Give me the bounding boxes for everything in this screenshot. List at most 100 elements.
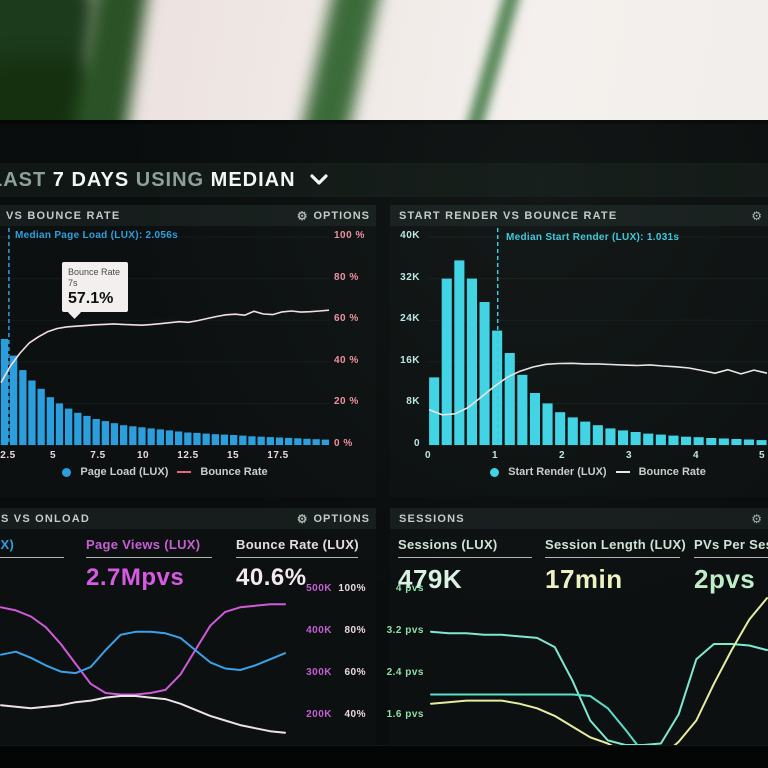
divider xyxy=(236,557,358,558)
tick-label: 4 pvs xyxy=(395,583,424,594)
stat-value: 40.6% xyxy=(236,564,307,591)
stat-label: Bounce Rate (LUX) xyxy=(236,537,359,552)
start-render-histogram-chart[interactable] xyxy=(428,228,768,446)
median-annotation: Median Page Load (LUX): 2.056s xyxy=(15,230,178,241)
divider xyxy=(0,557,64,558)
x-axis-ticks: 2.5 5 7.5 10 12.5 15 17.5 xyxy=(0,450,330,463)
stat-label: (LUX) xyxy=(0,537,15,552)
tick-label: 7.5 xyxy=(90,450,106,461)
date-range-dropdown[interactable]: LAST 7 DAYS USING MEDIAN xyxy=(0,169,328,192)
tick-label: 16K xyxy=(400,354,420,366)
tick-label: 2.4 pvs xyxy=(386,667,424,678)
options-label: OPTIONS xyxy=(313,512,370,525)
header-label: LAST xyxy=(0,169,47,191)
panel-header: S VS ONLOAD ⚙ OPTIONS xyxy=(0,508,376,529)
sessions-line-chart[interactable] xyxy=(430,592,768,762)
tick-label: 60% xyxy=(344,667,366,678)
panel-page-load-vs-bounce-rate xyxy=(0,205,376,497)
panel-title: START RENDER VS BOUNCE RATE xyxy=(399,209,618,222)
divider xyxy=(694,557,768,558)
background-photo xyxy=(0,0,768,124)
stat-label: Sessions (LUX) xyxy=(398,537,498,552)
legend: Start Render (LUX) Bounce Rate xyxy=(428,466,768,478)
stat-sessions: Sessions (LUX) 479K xyxy=(398,537,532,595)
legend-label[interactable]: Page Load (LUX) xyxy=(80,466,169,478)
panel-header: START RENDER VS BOUNCE RATE ⚙ xyxy=(390,205,768,226)
stat-onload: (LUX) xyxy=(0,537,64,564)
legend-dot-icon xyxy=(62,467,72,477)
stat-label: Session Length (LUX) xyxy=(545,537,687,552)
tick-label: 400K xyxy=(306,625,332,636)
tick-label: 0 % xyxy=(334,438,353,449)
stat-pvs-per-session: PVs Per Session 2pvs xyxy=(694,537,768,595)
panel-title: VS BOUNCE RATE xyxy=(6,209,121,222)
tick-label: 300K xyxy=(306,667,332,678)
tick-label: 8K xyxy=(406,396,420,408)
options-label: OPTIONS xyxy=(313,209,370,222)
tick-label: 40% xyxy=(344,709,366,720)
tick-label: 32K xyxy=(400,271,420,283)
tick-label: 4 xyxy=(692,450,700,461)
tick-label: 40 % xyxy=(334,354,359,366)
stat-session-length: Session Length (LUX) 17min xyxy=(545,537,687,595)
gear-icon: ⚙ xyxy=(296,511,309,526)
stat-label: PVs Per Session xyxy=(694,537,768,552)
tick-label: 80 % xyxy=(334,271,359,283)
stat-label: Page Views (LUX) xyxy=(86,537,201,552)
tick-label: 500K xyxy=(306,583,332,594)
stat-page-views: Page Views (LUX) 2.7Mpvs xyxy=(86,537,212,592)
median-annotation: Median Start Render (LUX): 1.031s xyxy=(506,232,680,243)
panel-sessions xyxy=(390,508,768,745)
legend: Page Load (LUX) Bounce Rate xyxy=(0,466,330,478)
tick-label: 1 xyxy=(491,450,499,461)
stat-bounce-rate: Bounce Rate (LUX) 40.6% xyxy=(236,537,359,592)
tick-label: 15 xyxy=(226,450,240,461)
tick-label: 0 xyxy=(413,438,420,449)
tick-label: 40K xyxy=(400,230,420,241)
gear-icon: ⚙ xyxy=(296,208,309,223)
tick-label: 3 xyxy=(625,450,633,461)
tooltip-value: 57.1% xyxy=(68,290,114,307)
tick-label: 200K xyxy=(306,709,332,720)
header-label: USING xyxy=(135,169,205,191)
tick-label: 17.5 xyxy=(267,450,289,461)
panel-title: S VS ONLOAD xyxy=(1,512,90,525)
options-button[interactable]: ⚙ OPTIONS xyxy=(297,210,370,222)
tick-label: 2.5 xyxy=(0,450,16,461)
legend-label[interactable]: Bounce Rate xyxy=(638,466,706,478)
tick-label: 10 xyxy=(136,450,150,461)
legend-dash-icon xyxy=(177,471,192,473)
legend-label[interactable]: Start Render (LUX) xyxy=(508,466,607,478)
divider xyxy=(545,557,680,558)
chevron-down-icon[interactable] xyxy=(310,169,328,192)
tick-label: 12.5 xyxy=(177,450,199,461)
divider xyxy=(398,557,532,558)
tooltip-subtitle: 7s xyxy=(68,278,78,288)
tick-label: 5 xyxy=(49,450,57,461)
gear-icon[interactable]: ⚙ xyxy=(751,208,762,223)
options-button[interactable]: ⚙ OPTIONS xyxy=(297,513,370,525)
tick-label: 2 xyxy=(558,450,566,461)
legend-dash-icon xyxy=(615,471,630,473)
tick-label: 0 xyxy=(424,450,432,461)
page-views-line-chart[interactable] xyxy=(0,592,286,745)
stat-value: 17min xyxy=(545,564,623,594)
panel-header: VS BOUNCE RATE ⚙ OPTIONS xyxy=(0,205,376,226)
x-axis-ticks: 0 1 2 3 4 5 xyxy=(0,450,768,463)
chart-tooltip: Bounce Rate 7s 57.1% xyxy=(62,262,128,312)
monitor-bezel xyxy=(0,745,768,768)
header-aggregation: MEDIAN xyxy=(210,169,296,191)
panel-start-render-vs-bounce-rate xyxy=(390,205,768,497)
tick-label: 5 xyxy=(758,450,766,461)
panel-title: SESSIONS xyxy=(399,512,465,525)
divider xyxy=(86,557,212,558)
tick-label: 20 % xyxy=(334,396,359,408)
legend-dot-icon xyxy=(490,467,500,477)
legend-label[interactable]: Bounce Rate xyxy=(200,466,268,478)
page-load-histogram-chart[interactable] xyxy=(0,228,330,446)
gear-icon[interactable]: ⚙ xyxy=(751,511,762,526)
header-range: 7 DAYS xyxy=(52,169,130,191)
tick-label: 80% xyxy=(344,625,366,636)
tick-label: 24K xyxy=(400,313,420,325)
stat-value: 2pvs xyxy=(694,564,756,594)
